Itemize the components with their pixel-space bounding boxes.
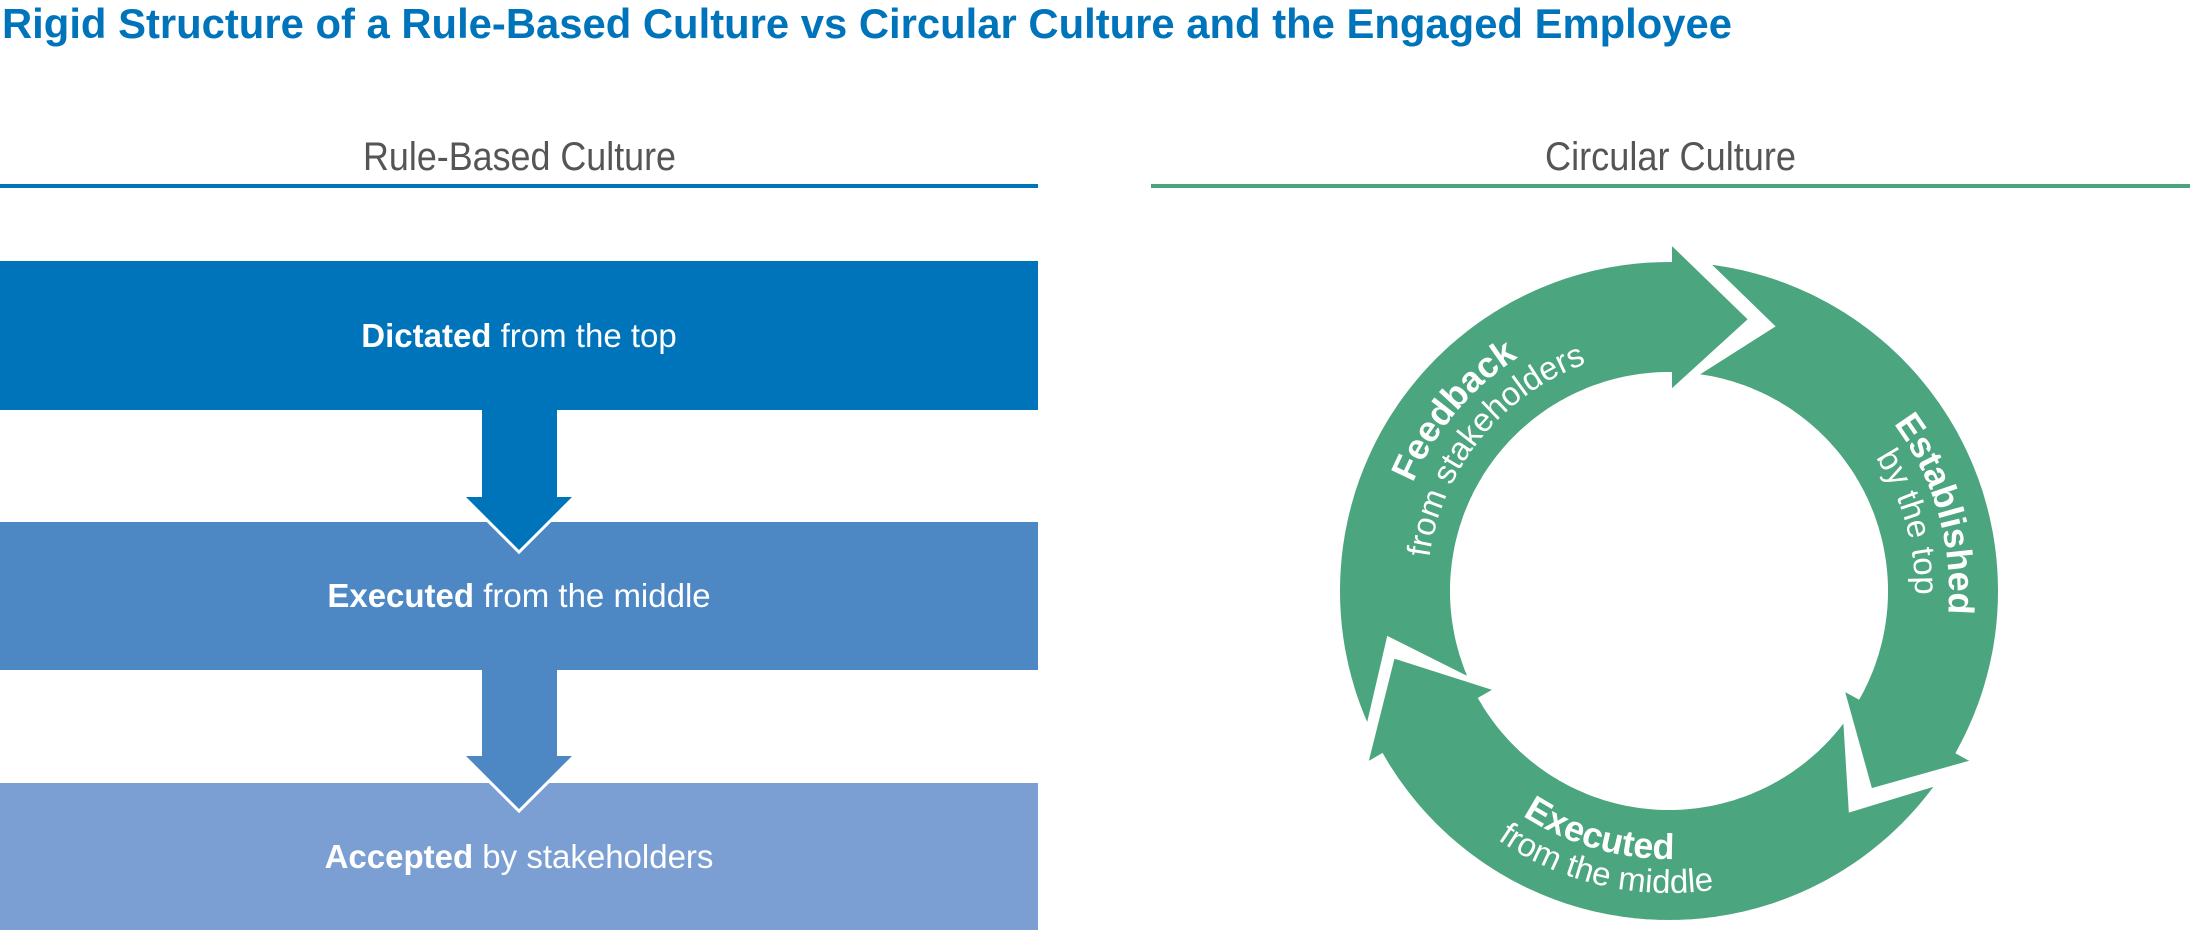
step-box-executed: Executed from the middle	[0, 522, 1038, 670]
page-title: Rigid Structure of a Rule-Based Culture …	[2, 0, 1732, 47]
down-arrow-icon	[458, 666, 580, 814]
step-box-dictated: Dictated from the top	[0, 261, 1038, 410]
step-bold: Dictated	[361, 316, 492, 354]
cycle-arrow-feedback	[1333, 231, 1757, 741]
step-text: from the top	[491, 316, 677, 354]
step-text: from the middle	[474, 577, 711, 614]
circular-heading: Circular Culture	[1545, 135, 1796, 179]
circular-divider	[1151, 184, 2190, 188]
rule-based-heading: Rule-Based Culture	[363, 135, 676, 179]
rule-based-divider	[0, 184, 1038, 188]
cycle-arrow-executed	[1359, 651, 1949, 927]
step-bold: Accepted	[324, 837, 474, 875]
header-layer: Rigid Structure of a Rule-Based Culture …	[0, 0, 2190, 188]
step-text: by stakeholders	[473, 837, 714, 875]
step-bold: Executed	[327, 577, 475, 614]
down-arrows	[458, 405, 580, 814]
cycle-arrow-established	[1682, 256, 2005, 796]
down-arrow-icon	[458, 405, 580, 555]
